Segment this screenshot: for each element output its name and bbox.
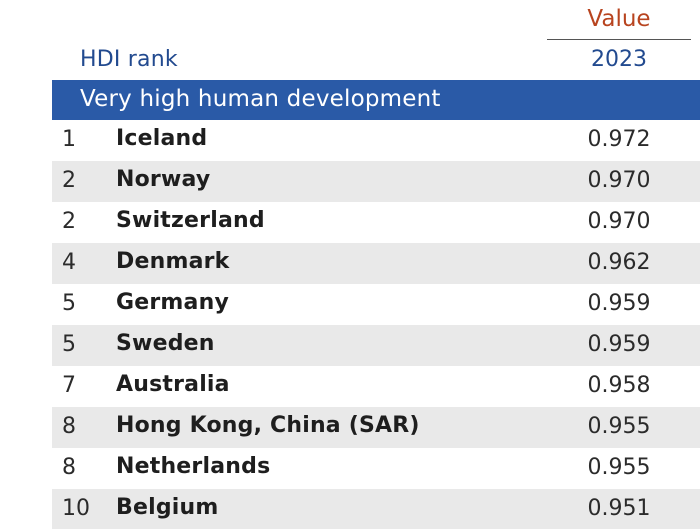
country-cell: Norway — [116, 167, 211, 192]
value-column-title: Value — [587, 6, 651, 32]
country-cell: Switzerland — [116, 208, 265, 233]
country-cell: Iceland — [116, 126, 208, 151]
rank-cell: 4 — [62, 250, 76, 275]
country-cell: Australia — [116, 372, 230, 397]
rank-cell: 8 — [62, 455, 76, 480]
value-column-divider — [547, 39, 691, 40]
group-title: Very high human development — [80, 86, 441, 112]
country-cell: Sweden — [116, 331, 215, 356]
rank-cell: 5 — [62, 332, 76, 357]
year-column-header: 2023 — [591, 47, 647, 72]
table-row: 2 Norway 0.970 — [52, 161, 700, 202]
rank-cell: 1 — [62, 127, 76, 152]
rank-cell: 10 — [62, 496, 90, 521]
rank-cell: 2 — [62, 209, 76, 234]
table-row: 5 Sweden 0.959 — [52, 325, 700, 366]
table-row: 10 Belgium 0.951 — [52, 489, 700, 529]
value-cell: 0.970 — [587, 168, 651, 193]
value-cell: 0.955 — [587, 414, 651, 439]
country-cell: Denmark — [116, 249, 230, 274]
value-cell: 0.955 — [587, 455, 651, 480]
value-cell: 0.959 — [587, 291, 651, 316]
rank-cell: 2 — [62, 168, 76, 193]
value-cell: 0.962 — [587, 250, 651, 275]
country-cell: Belgium — [116, 495, 219, 520]
rank-cell: 7 — [62, 373, 76, 398]
country-cell: Germany — [116, 290, 230, 315]
table-row: 2 Switzerland 0.970 — [52, 202, 700, 243]
country-cell: Netherlands — [116, 454, 271, 479]
value-cell: 0.958 — [587, 373, 651, 398]
table-row: 5 Germany 0.959 — [52, 284, 700, 325]
value-cell: 0.972 — [587, 127, 651, 152]
rank-cell: 5 — [62, 291, 76, 316]
table-row: 4 Denmark 0.962 — [52, 243, 700, 284]
table-body: 1 Iceland 0.972 2 Norway 0.970 2 Switzer… — [52, 120, 700, 529]
table-row: 1 Iceland 0.972 — [52, 120, 700, 161]
table-row: 7 Australia 0.958 — [52, 366, 700, 407]
value-cell: 0.959 — [587, 332, 651, 357]
table-row: 8 Netherlands 0.955 — [52, 448, 700, 489]
value-cell: 0.970 — [587, 209, 651, 234]
rank-cell: 8 — [62, 414, 76, 439]
value-cell: 0.951 — [587, 496, 651, 521]
table-row: 8 Hong Kong, China (SAR) 0.955 — [52, 407, 700, 448]
rank-column-header: HDI rank — [80, 47, 178, 72]
country-cell: Hong Kong, China (SAR) — [116, 413, 420, 438]
group-header: Very high human development — [52, 80, 700, 120]
